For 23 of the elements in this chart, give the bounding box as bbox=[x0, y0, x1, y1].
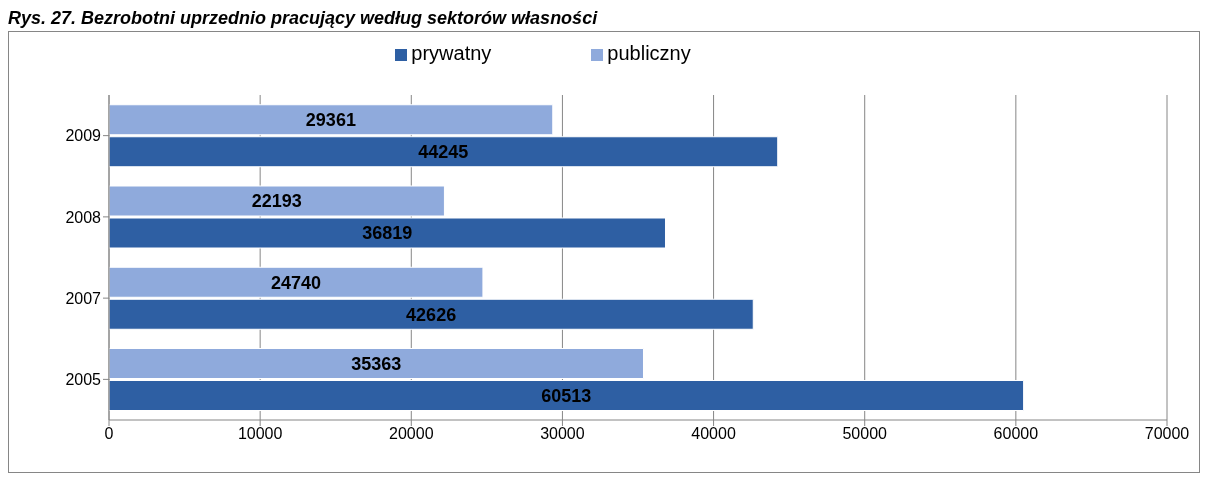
y-tick-label: 2005 bbox=[65, 371, 102, 389]
data-label: 42626 bbox=[406, 304, 457, 325]
y-tick-label: 2008 bbox=[65, 208, 102, 226]
x-tick-label: 60000 bbox=[993, 425, 1039, 443]
legend-label: prywatny bbox=[411, 42, 492, 64]
x-tick-label: 30000 bbox=[540, 425, 585, 443]
legend-label: publiczny bbox=[607, 42, 691, 64]
data-label: 36819 bbox=[362, 223, 413, 244]
x-tick-label: 10000 bbox=[237, 425, 283, 443]
data-label: 44245 bbox=[418, 142, 469, 163]
data-label: 24740 bbox=[270, 272, 321, 293]
data-label: 60513 bbox=[541, 385, 592, 406]
x-tick-label: 70000 bbox=[1144, 425, 1190, 443]
x-tick-label: 0 bbox=[104, 425, 114, 443]
chart-title: Rys. 27. Bezrobotni uprzednio pracujący według sektorów własności bbox=[8, 8, 599, 29]
data-label: 22193 bbox=[251, 191, 302, 212]
y-tick-label: 2007 bbox=[65, 289, 102, 307]
x-tick-label: 40000 bbox=[691, 425, 736, 443]
data-label: 29361 bbox=[305, 110, 356, 131]
data-label: 35363 bbox=[351, 353, 402, 374]
x-tick-label: 20000 bbox=[389, 425, 434, 443]
x-tick-label: 50000 bbox=[842, 425, 888, 443]
y-tick-label: 2009 bbox=[65, 127, 102, 145]
